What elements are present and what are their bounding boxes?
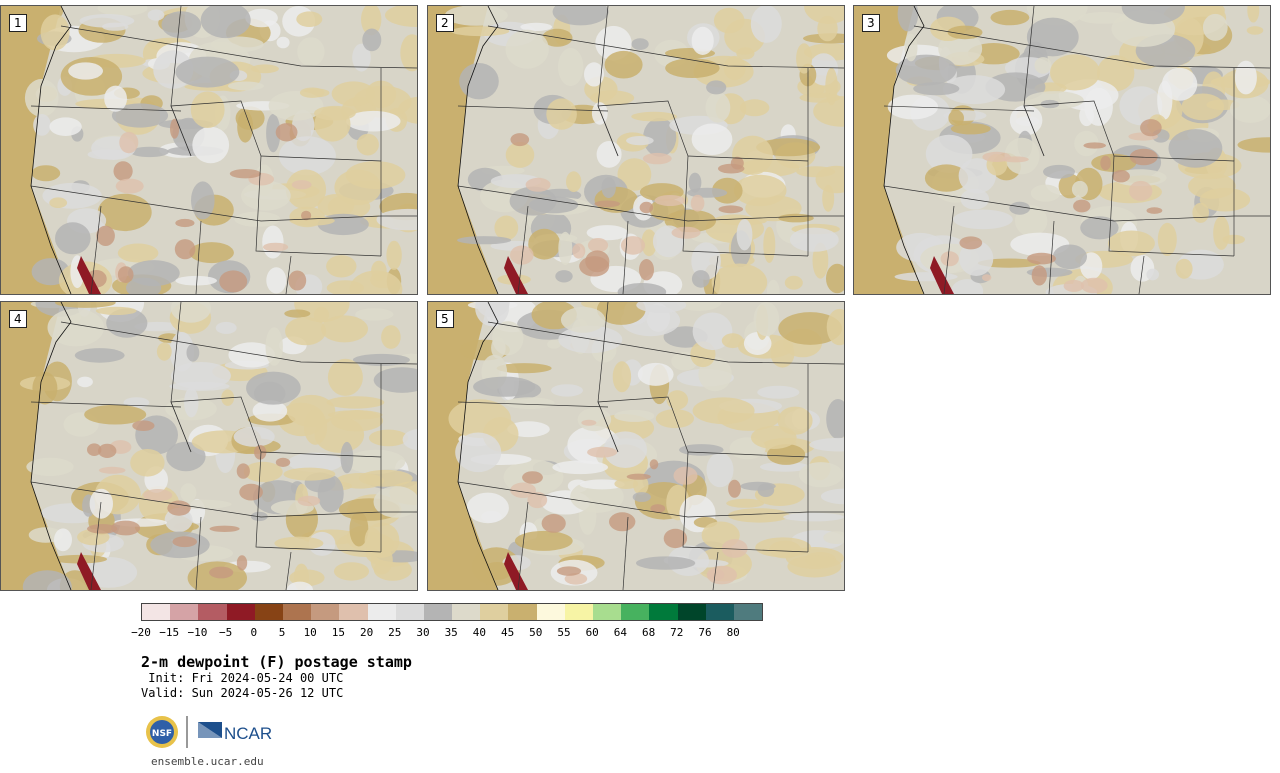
colorbar-swatch [367, 604, 396, 620]
colorbar-swatch [508, 604, 537, 620]
colorbar-swatch [733, 604, 763, 620]
colorbar-swatch [621, 604, 650, 620]
colorbar-swatch [423, 604, 453, 620]
svg-text:NCAR: NCAR [224, 724, 272, 743]
colorbar-tick-label: 64 [613, 626, 628, 639]
map-member-3 [854, 6, 1270, 294]
colorbar-tick-label: 60 [585, 626, 599, 639]
svg-text:NSF: NSF [152, 729, 172, 739]
colorbar-tick-label: −5 [218, 626, 233, 639]
colorbar-swatch [226, 604, 255, 620]
colorbar-tick-label: 80 [726, 626, 740, 639]
colorbar-swatch [395, 604, 424, 620]
colorbar-tick-label: 76 [698, 626, 712, 639]
colorbar-swatch [142, 604, 171, 620]
colorbar-swatch [339, 604, 368, 620]
colorbar-swatch [480, 604, 509, 620]
plot-title: 2-m dewpoint (F) postage stamp [141, 653, 412, 671]
postage-stamp-panel-3: 3 [853, 5, 1271, 295]
map-member-2 [428, 6, 844, 294]
colorbar-swatch [198, 604, 227, 620]
colorbar-swatch [311, 604, 340, 620]
member-number-badge: 5 [436, 310, 454, 328]
colorbar-swatch [282, 604, 312, 620]
colorbar-tick-label: 30 [416, 626, 430, 639]
colorbar-tick-label: −20 [131, 626, 151, 639]
colorbar-tick-label: 0 [250, 626, 258, 639]
colorbar-swatch [705, 604, 734, 620]
map-member-5 [428, 302, 844, 590]
logos: NSF NCAR [144, 714, 274, 750]
postage-stamp-panel-5: 5 [427, 301, 845, 591]
colorbar-swatch [170, 604, 199, 620]
map-member-4 [1, 302, 417, 590]
ncar-logo-icon: NCAR [198, 722, 272, 743]
map-member-1 [1, 6, 417, 294]
postage-stamp-panel-2: 2 [427, 5, 845, 295]
member-number-badge: 2 [436, 14, 454, 32]
colorbar-tick-label: 10 [303, 626, 317, 639]
colorbar-tick-label: 55 [557, 626, 571, 639]
colorbar-tick-label: 15 [331, 626, 346, 639]
colorbar-tick-label: 20 [359, 626, 374, 639]
colorbar-tick-label: −10 [187, 626, 208, 639]
colorbar-swatch [254, 604, 283, 620]
postage-stamp-panel-1: 1 [0, 5, 418, 295]
colorbar-swatch [593, 604, 622, 620]
postage-stamp-panel-4: 4 [0, 301, 418, 591]
colorbar-tick-label: 68 [641, 626, 656, 639]
colorbar-tick-label: 45 [500, 626, 515, 639]
colorbar-tick-label: 5 [278, 626, 286, 639]
colorbar-tick-label: −15 [159, 626, 180, 639]
member-number-badge: 1 [9, 14, 27, 32]
dewpoint-colorbar [141, 603, 764, 621]
valid-time: Valid: Sun 2024-05-26 12 UTC [141, 686, 344, 700]
nsf-ncar-logo: NSF NCAR [146, 716, 272, 748]
colorbar-swatch [649, 604, 678, 620]
website-url: ensemble.ucar.edu [151, 755, 264, 768]
member-number-badge: 3 [862, 14, 880, 32]
member-number-badge: 4 [9, 310, 27, 328]
colorbar-swatch [536, 604, 565, 620]
colorbar-swatch [564, 604, 593, 620]
nsf-logo-icon: NSF [146, 716, 178, 748]
colorbar-tick-labels: −20 −15 −10 −5 0 5 10 15 20 25 30 35 40 45 50 55 60 64 68 7… [131, 626, 761, 640]
colorbar-swatch [452, 604, 481, 620]
colorbar-tick-label: 50 [529, 626, 543, 639]
colorbar-swatch [677, 604, 706, 620]
colorbar-tick-label: 40 [472, 626, 487, 639]
colorbar-tick-label: 35 [444, 626, 458, 639]
colorbar-tick-label: 25 [388, 626, 402, 639]
init-time: Init: Fri 2024-05-24 00 UTC [141, 671, 344, 685]
colorbar-tick-label: 72 [670, 626, 684, 639]
